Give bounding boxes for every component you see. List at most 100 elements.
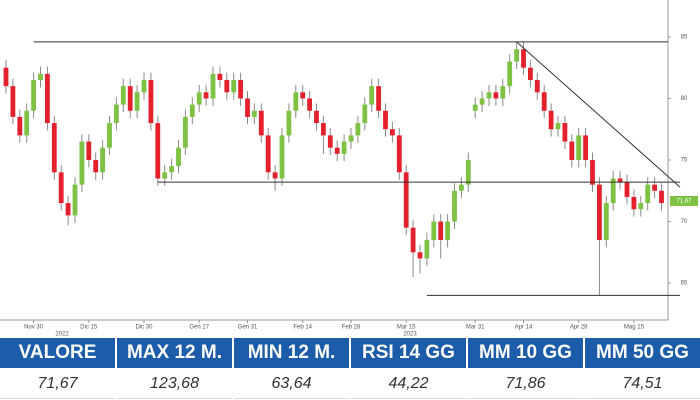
candle-body xyxy=(493,92,499,99)
candle-body xyxy=(645,184,651,204)
candle-body xyxy=(252,110,257,117)
candle-body xyxy=(417,252,423,259)
y-tick-label: 80 xyxy=(681,96,688,102)
candle-body xyxy=(576,135,582,160)
value-cell: 74,51 xyxy=(585,368,700,399)
candle-body xyxy=(107,123,112,148)
x-tick-label: Dic 30 xyxy=(135,325,153,331)
candle-body xyxy=(307,98,312,111)
candle-body xyxy=(410,227,416,253)
candle-body xyxy=(3,67,9,87)
candle-body xyxy=(569,141,575,160)
candle-body xyxy=(534,80,540,93)
candle-body xyxy=(369,86,375,105)
candle-body xyxy=(617,178,623,183)
x-tick-label: Gen 31 xyxy=(238,325,258,331)
candle-body xyxy=(583,135,588,160)
candle-body xyxy=(348,135,354,142)
candle-body xyxy=(65,203,71,216)
candle-body xyxy=(334,147,340,154)
candle-body xyxy=(10,86,16,117)
candle-body xyxy=(514,49,519,62)
candle-body xyxy=(24,110,30,136)
candle-body xyxy=(279,135,285,179)
candle-body xyxy=(141,80,147,93)
candle-body xyxy=(445,221,450,240)
value-cell: 71,86 xyxy=(468,368,583,399)
candle-body xyxy=(548,110,554,130)
candle-body xyxy=(38,73,43,80)
candle-body xyxy=(79,141,85,185)
candle-body xyxy=(376,86,381,111)
candle-body xyxy=(51,123,57,173)
header-cell: MM 10 GG xyxy=(468,338,583,368)
candle-body xyxy=(183,116,188,148)
candle-body xyxy=(597,184,602,240)
candle-body xyxy=(459,184,464,191)
candle-body xyxy=(210,73,216,99)
candle-body xyxy=(590,160,595,185)
candle-body xyxy=(45,73,50,124)
value-cell: 63,64 xyxy=(234,368,349,399)
y-tick-label: 85 xyxy=(681,35,688,41)
candle-body xyxy=(196,92,202,105)
x-tick-label: Apr 28 xyxy=(570,325,588,331)
candle-body xyxy=(390,129,395,136)
candle-body xyxy=(383,110,388,130)
x-tick-label: Dic 15 xyxy=(80,325,98,331)
candle-body xyxy=(148,80,154,124)
candle-body xyxy=(327,135,333,148)
candle-body xyxy=(396,135,402,173)
candle-body xyxy=(86,141,92,160)
candle-body xyxy=(652,184,657,191)
candle-body xyxy=(507,61,513,87)
candle-body xyxy=(217,73,223,80)
candle-body xyxy=(72,184,78,216)
candle-body xyxy=(120,86,126,105)
price-tag-label: 71.67 xyxy=(676,199,692,205)
candle-body xyxy=(162,172,168,179)
candle-body xyxy=(555,123,561,130)
candle-body xyxy=(603,203,609,240)
candle-body xyxy=(424,240,430,259)
candle-body xyxy=(486,92,492,99)
x-tick-label: Mar 15 xyxy=(397,325,416,331)
x-tick-label: Mar 31 xyxy=(466,325,485,331)
header-cell: RSI 14 GG xyxy=(351,338,466,368)
candle-body xyxy=(638,203,644,210)
candle-body xyxy=(238,80,243,99)
trend-line xyxy=(516,41,681,188)
candle-body xyxy=(438,221,444,240)
candle-body xyxy=(17,116,23,136)
candle-body xyxy=(169,166,174,173)
candle-body xyxy=(224,80,230,93)
candle-body xyxy=(286,110,292,136)
x-tick-label: Gen 17 xyxy=(189,325,209,331)
candle-body xyxy=(452,190,457,222)
candle-body xyxy=(465,160,471,185)
candle-body xyxy=(624,182,630,197)
candle-body xyxy=(93,160,99,173)
candle-body xyxy=(272,172,278,179)
x-tick-label: Feb 28 xyxy=(342,325,361,331)
price-tag xyxy=(670,195,698,206)
candle-body xyxy=(100,147,105,173)
value-cell: 71,67 xyxy=(0,368,115,399)
candle-body xyxy=(355,123,361,136)
value-cell: 123,68 xyxy=(117,368,232,399)
candle-body xyxy=(231,80,237,93)
candle-body xyxy=(58,172,64,204)
candle-body xyxy=(203,92,209,99)
header-cell: MAX 12 M. xyxy=(117,338,232,368)
candle-body xyxy=(245,98,250,117)
year-label: 2023 xyxy=(403,332,417,338)
y-tick-label: 75 xyxy=(681,158,688,164)
candle-body xyxy=(362,104,368,124)
candle-body xyxy=(176,147,181,167)
candle-body xyxy=(300,92,306,99)
candle-body xyxy=(127,86,133,111)
candle-body xyxy=(631,196,637,210)
year-label: 2022 xyxy=(55,332,69,338)
candle-body xyxy=(403,172,409,228)
